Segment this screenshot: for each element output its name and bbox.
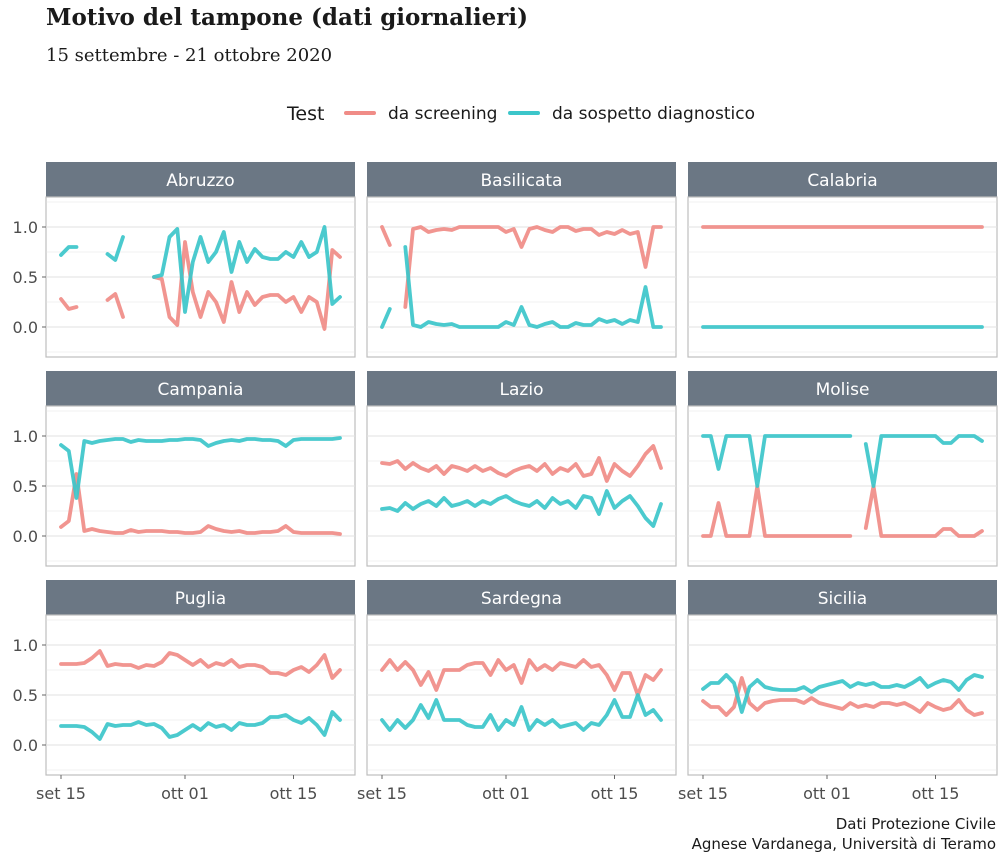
y-tick-label: 0.5: [13, 477, 38, 496]
panel-abruzzo: Abruzzo 0.0 0.5 1.0: [13, 162, 356, 358]
series-line-sospetto: [380, 489, 663, 528]
panel-campania: Campania 0.0 0.5 1.0: [13, 371, 356, 567]
series-line-sospetto: [701, 434, 853, 488]
strip-sardegna: [367, 580, 676, 615]
series-line-screening: [59, 472, 342, 536]
x-tick-label: set 15: [36, 784, 86, 803]
series-line-sospetto: [403, 245, 663, 329]
strip-label: Puglia: [175, 589, 226, 609]
legend: Test da screening da sospetto diagnostico: [286, 103, 755, 125]
panel-sardegna: Sardegna set 15 ott 01 ott 15: [357, 580, 677, 803]
y-tick-label: 0.5: [13, 686, 38, 705]
series-line-screening: [403, 225, 663, 309]
panel-sicilia: Sicilia set 15 ott 01 ott 15: [678, 580, 998, 803]
strip-label: Sardegna: [481, 589, 562, 609]
strip-puglia: [46, 580, 355, 615]
strip-label: Molise: [816, 380, 870, 400]
strip-label: Campania: [158, 380, 244, 400]
caption: Dati Protezione Civile Agnese Vardanega,…: [692, 814, 996, 854]
x-tick-label: ott 01: [482, 784, 530, 803]
series-line-screening: [701, 676, 984, 717]
series-line-screening: [380, 225, 392, 247]
chart-title: Motivo del tampone (dati giornalieri): [46, 4, 528, 31]
series-line-screening: [863, 484, 984, 538]
series-line-sospetto: [380, 307, 392, 329]
series-line-sospetto: [59, 245, 79, 257]
y-tick-label: 1.0: [13, 636, 38, 655]
series-line-sospetto: [59, 436, 342, 500]
x-tick-label: ott 15: [591, 784, 639, 803]
x-tick-label: ott 15: [270, 784, 318, 803]
legend-title: Test: [286, 103, 324, 125]
caption-source: Dati Protezione Civile: [835, 815, 996, 833]
caption-author: Agnese Vardanega, Università di Teramo: [691, 835, 996, 853]
strip-sicilia: [688, 580, 997, 615]
legend-label-2: da sospetto diagnostico: [552, 104, 755, 124]
y-tick-label: 0.0: [13, 736, 38, 755]
series-line-screening: [59, 649, 342, 680]
x-tick-label: ott 15: [912, 784, 960, 803]
series-line-screening: [105, 292, 125, 319]
series-line-sospetto: [105, 235, 125, 262]
strip-campania: [46, 371, 355, 406]
y-tick-label: 0.5: [13, 268, 38, 287]
y-tick-label: 1.0: [13, 218, 38, 237]
legend-label-1: da screening: [388, 104, 497, 124]
strip-molise: [688, 371, 997, 406]
series-line-screening: [59, 297, 79, 311]
series-line-sospetto: [380, 693, 663, 732]
series-line-sospetto: [152, 225, 342, 314]
series-line-screening: [701, 484, 853, 538]
strip-abruzzo: [46, 162, 355, 197]
strip-label: Abruzzo: [166, 171, 234, 191]
x-tick-label: set 15: [357, 784, 407, 803]
panel-calabria: Calabria: [687, 162, 998, 358]
x-tick-label: ott 01: [161, 784, 209, 803]
y-tick-label: 1.0: [13, 427, 38, 446]
x-tick-label: set 15: [678, 784, 728, 803]
strip-basilicata: [367, 162, 676, 197]
y-tick-label: 0.0: [13, 527, 38, 546]
strip-label: Sicilia: [818, 589, 867, 609]
series-line-sospetto: [701, 673, 984, 714]
series-line-sospetto: [59, 710, 342, 741]
panel-molise: Molise: [687, 371, 998, 567]
strip-lazio: [367, 371, 676, 406]
series-line-sospetto: [863, 434, 984, 488]
series-line-screening: [380, 444, 663, 483]
y-tick-label: 0.0: [13, 318, 38, 337]
strip-label: Lazio: [500, 380, 544, 400]
strip-calabria: [688, 162, 997, 197]
panel-lazio: Lazio: [366, 371, 677, 567]
chart-subtitle: 15 settembre - 21 ottobre 2020: [46, 45, 333, 66]
x-tick-label: ott 01: [803, 784, 851, 803]
series-line-screening: [380, 658, 663, 697]
strip-label: Basilicata: [481, 171, 563, 191]
panel-basilicata: Basilicata: [366, 162, 677, 358]
panel-puglia: Puglia 0.0 0.5 1.0 set 15 ott 01 ott 15: [13, 580, 356, 803]
series-line-screening: [152, 240, 342, 331]
strip-label: Calabria: [807, 171, 877, 191]
